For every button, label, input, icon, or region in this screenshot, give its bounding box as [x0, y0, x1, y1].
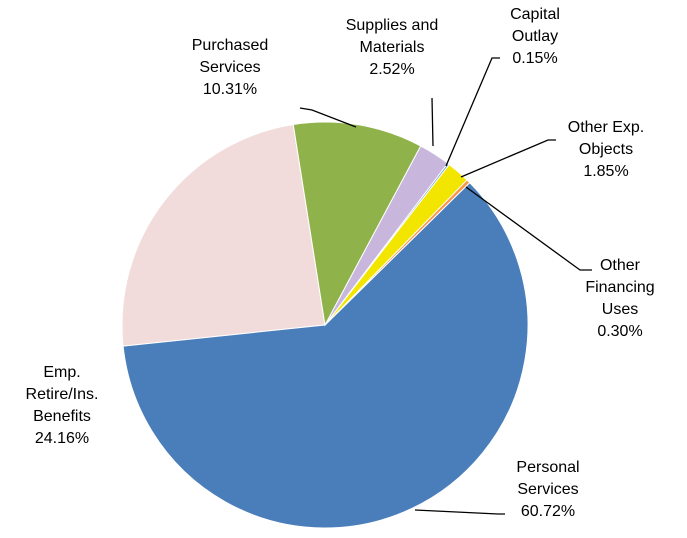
pie-slice: [121, 123, 326, 347]
category-label: Supplies and Materials: [345, 17, 439, 56]
data-label: Supplies and Materials 2.52%: [335, 15, 450, 81]
pie-slice: [292, 121, 422, 327]
category-label: Capital Outlay: [510, 6, 560, 45]
value-label: 0.15%: [512, 50, 558, 67]
value-label: 10.31%: [202, 81, 258, 98]
pie-slice: [122, 181, 529, 529]
leader-line: [460, 139, 556, 178]
category-label: Other Exp. Objects: [567, 119, 645, 158]
value-label: 1.85%: [583, 163, 629, 180]
value-label: 0.30%: [597, 323, 643, 340]
leader-line: [465, 186, 592, 271]
leader-line: [445, 57, 500, 167]
value-label: 2.52%: [369, 61, 415, 78]
leader-line: [299, 107, 357, 128]
data-label: Other Exp. Objects 1.85%: [556, 117, 656, 183]
data-label: Capital Outlay 0.15%: [500, 4, 570, 70]
data-label: Purchased Services 10.31%: [175, 35, 285, 101]
data-label: Personal Services 60.72%: [498, 457, 598, 523]
leader-line: [431, 97, 434, 147]
category-label: Purchased Services: [191, 37, 269, 76]
data-label: Emp. Retire/Ins. Benefits 24.16%: [17, 362, 107, 450]
leader-lines: [299, 57, 592, 515]
value-label: 24.16%: [34, 430, 90, 447]
data-label: Other Financing Uses 0.30%: [575, 255, 665, 343]
category-label: Other Financing Uses: [585, 257, 655, 318]
category-label: Emp. Retire/Ins. Benefits: [25, 364, 99, 425]
value-label: 60.72%: [520, 503, 576, 520]
category-label: Personal Services: [516, 459, 580, 498]
leader-line: [414, 509, 505, 515]
